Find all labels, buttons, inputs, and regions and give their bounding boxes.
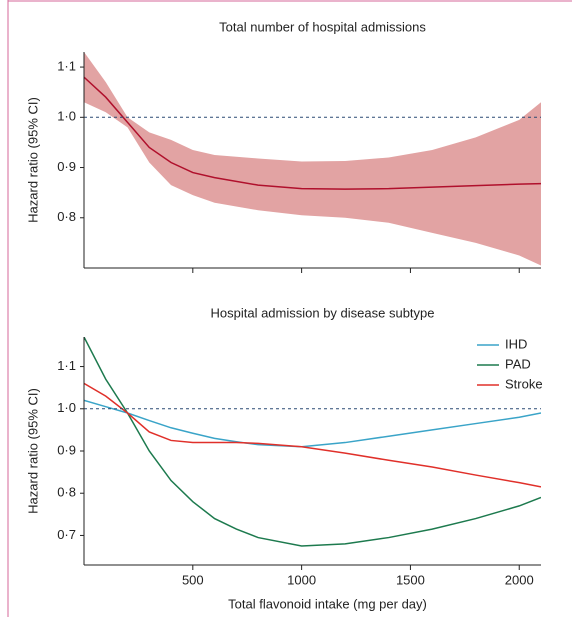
legend-label: Stroke <box>505 376 543 391</box>
x-tick-label: 500 <box>182 572 204 587</box>
y-tick-label: 1·1 <box>57 59 76 74</box>
y-tick-label: 0·8 <box>57 485 76 500</box>
y-axis-label: Hazard ratio (95% CI) <box>25 97 40 223</box>
x-tick-label: 1500 <box>396 572 425 587</box>
y-tick-label: 1·0 <box>57 400 76 415</box>
series-line <box>84 382 541 488</box>
legend-label: IHD <box>505 336 527 351</box>
y-tick-label: 1·0 <box>57 109 76 124</box>
plot-area <box>84 52 541 266</box>
y-tick-label: 0·8 <box>57 209 76 224</box>
y-axis-label: Hazard ratio (95% CI) <box>25 388 40 514</box>
series-line <box>84 76 541 190</box>
y-tick-label: 0·9 <box>57 159 76 174</box>
series-line <box>84 399 541 448</box>
x-axis-label: Total flavonoid intake (mg per day) <box>228 596 427 611</box>
x-tick-label: 2000 <box>505 572 534 587</box>
x-tick-label: 1000 <box>287 572 316 587</box>
plot-area <box>84 337 541 547</box>
legend-label: PAD <box>505 356 531 371</box>
y-tick-label: 1·1 <box>57 358 76 373</box>
chart-title: Hospital admission by disease subtype <box>210 305 434 320</box>
y-tick-label: 0·9 <box>57 442 76 457</box>
ci-band <box>84 52 541 266</box>
series-line <box>84 337 541 547</box>
chart-title: Total number of hospital admissions <box>219 19 426 34</box>
y-tick-label: 0·7 <box>57 527 76 542</box>
